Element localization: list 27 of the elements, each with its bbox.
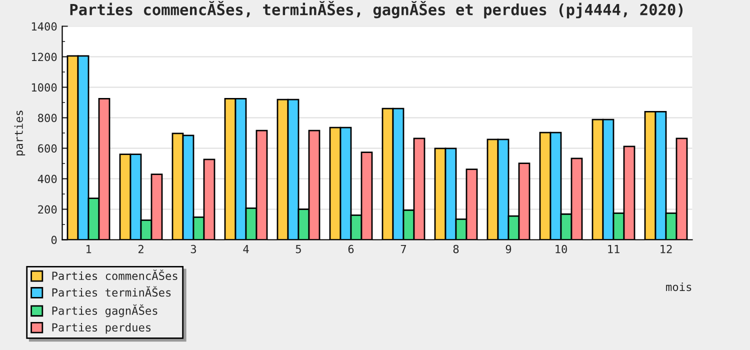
x-tick-label: 6	[348, 244, 354, 254]
x-tick-label: 11	[608, 245, 620, 254]
x-tick-label: 2	[138, 244, 144, 254]
legend-label: Parties commencĂŠes	[52, 270, 178, 280]
y-tick-label: 600	[38, 144, 57, 153]
y-tick-label: 1400	[32, 22, 57, 31]
x-tick-label: 8	[453, 244, 459, 254]
x-tick-label: 3	[190, 244, 196, 254]
y-axis-title: parties	[14, 110, 26, 156]
x-tick-label: 12	[660, 244, 672, 254]
y-tick-label: 400	[38, 174, 57, 184]
y-tick-label: 1000	[32, 83, 57, 92]
y-tick-label: 800	[38, 114, 57, 122]
chart-title: Parties commencĂŠes, terminĂŠes, gagnĂŠes et perdues (pj4444, 2020)	[70, 0, 683, 18]
x-tick-label: 5	[296, 245, 301, 254]
y-tick-label: 1200	[32, 52, 57, 62]
x-tick-label: 9	[506, 244, 512, 254]
x-tick-label: 10	[556, 244, 567, 254]
legend-label: Parties gagnĂŠes	[52, 304, 158, 318]
legend-label: Parties perdues	[52, 322, 151, 334]
y-tick-label: 200	[38, 205, 57, 214]
legend-label: Parties terminĂŠes	[52, 286, 171, 297]
x-tick-label: 4	[243, 245, 249, 254]
x-axis-title: mois	[666, 282, 692, 292]
y-tick-label: 0	[51, 236, 57, 244]
x-tick-label: 1	[86, 245, 92, 254]
x-tick-label: 7	[400, 245, 406, 254]
